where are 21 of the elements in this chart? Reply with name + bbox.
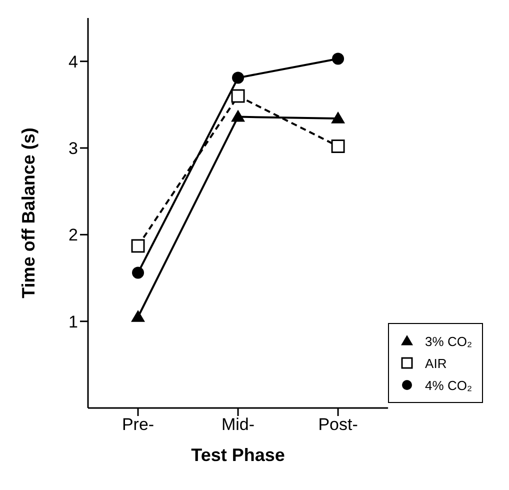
point [131, 310, 146, 322]
point [332, 52, 344, 65]
y-axis-title: Time off Balance (s) [18, 128, 38, 298]
point [331, 140, 345, 154]
point [331, 112, 346, 124]
x-axis-title: Test Phase [191, 445, 285, 465]
x-tick-label: Pre- [122, 415, 154, 434]
y-tick-label: 1 [68, 312, 78, 332]
y-tick-label: 2 [68, 226, 78, 245]
x-tick-label: Mid- [221, 415, 255, 434]
y-tick-label: 3 [68, 139, 78, 158]
legend-label: 4% CO₂ [425, 378, 472, 392]
point [132, 266, 144, 279]
legend-label: 3% CO₂ [425, 334, 472, 348]
point [231, 110, 246, 122]
legend-label: AIR [425, 356, 447, 370]
y-tick-label: 4 [68, 52, 78, 72]
point [231, 89, 245, 103]
point [232, 72, 244, 84]
x-tick-label: Post- [318, 415, 358, 434]
point [131, 239, 145, 253]
